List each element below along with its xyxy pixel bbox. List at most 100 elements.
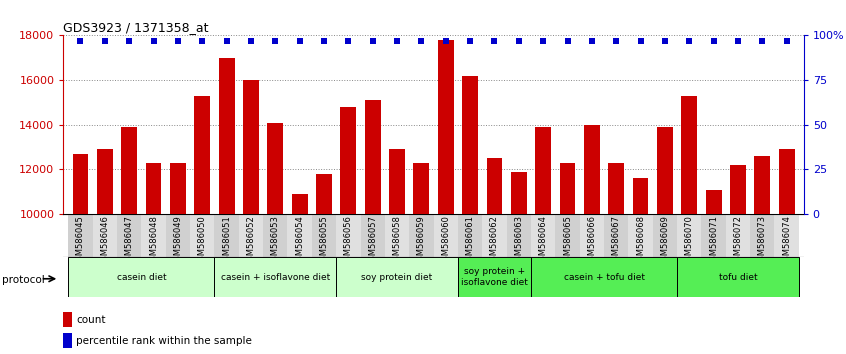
Bar [409,214,433,257]
Bar [63,312,72,327]
Bar [190,214,214,257]
Bar [462,76,478,354]
Text: GSM586047: GSM586047 [124,216,134,266]
Point [415,38,428,44]
Text: GSM586074: GSM586074 [783,216,791,266]
Bar [507,214,531,257]
Bar [681,96,697,354]
Bar [340,107,356,354]
Text: GSM586072: GSM586072 [733,216,743,266]
Bar [486,158,503,354]
Bar [657,127,673,354]
Text: GSM586048: GSM586048 [149,216,158,266]
Bar [608,163,624,354]
Bar [146,163,162,354]
Bar [633,178,649,354]
Bar [73,154,89,354]
Point [268,38,282,44]
Bar [214,257,336,297]
Bar [531,257,677,297]
Point [707,38,721,44]
Bar [555,214,580,257]
Bar [166,214,190,257]
Bar [755,156,770,354]
Bar [482,214,507,257]
Bar [214,214,239,257]
Bar [195,96,210,354]
Text: casein + tofu diet: casein + tofu diet [563,273,645,281]
Bar [438,40,453,354]
Point [439,38,453,44]
Bar [559,163,575,354]
Bar [316,174,332,354]
Point [366,38,380,44]
Bar [365,100,381,354]
Point [731,38,744,44]
Bar [653,214,677,257]
Bar [141,214,166,257]
Text: GSM586065: GSM586065 [563,216,572,266]
Text: GSM586049: GSM586049 [173,216,183,266]
Bar [93,214,117,257]
Point [536,38,550,44]
Point [487,38,501,44]
Bar [730,165,746,354]
Bar [677,257,799,297]
Bar [629,214,653,257]
Point [171,38,184,44]
Text: GSM586052: GSM586052 [246,216,255,266]
Point [317,38,331,44]
Bar [677,214,701,257]
Bar [389,149,405,354]
Bar [701,214,726,257]
Bar [458,214,482,257]
Bar [750,214,774,257]
Text: GSM586070: GSM586070 [684,216,694,266]
Bar [414,163,429,354]
Text: GSM586067: GSM586067 [612,216,621,267]
Point [780,38,794,44]
Point [342,38,355,44]
Bar [458,257,531,297]
Bar [336,257,458,297]
Bar [726,214,750,257]
Point [658,38,672,44]
Text: tofu diet: tofu diet [718,273,757,281]
Bar [360,214,385,257]
Bar [433,214,458,257]
Point [755,38,769,44]
Point [74,38,87,44]
Bar [706,190,722,354]
Text: GSM586060: GSM586060 [442,216,450,266]
Point [146,38,160,44]
Point [561,38,574,44]
Text: GSM586045: GSM586045 [76,216,85,266]
Point [390,38,404,44]
Text: count: count [76,315,106,325]
Bar [604,214,629,257]
Bar [121,127,137,354]
Bar [243,80,259,354]
Text: GSM586053: GSM586053 [271,216,280,266]
Point [683,38,696,44]
Text: GSM586069: GSM586069 [661,216,669,266]
Text: GSM586063: GSM586063 [514,216,524,267]
Bar [531,214,555,257]
Bar [584,125,600,354]
Bar [63,333,72,348]
Bar [312,214,336,257]
Text: GSM586046: GSM586046 [101,216,109,266]
Text: protocol: protocol [2,275,45,285]
Bar [778,149,794,354]
Point [195,38,209,44]
Point [220,38,233,44]
Bar [267,122,283,354]
Text: GSM586062: GSM586062 [490,216,499,266]
Text: casein + isoflavone diet: casein + isoflavone diet [221,273,330,281]
Point [634,38,647,44]
Text: GSM586058: GSM586058 [393,216,402,266]
Point [464,38,477,44]
Text: GSM586059: GSM586059 [417,216,426,266]
Bar [774,214,799,257]
Bar [170,163,186,354]
